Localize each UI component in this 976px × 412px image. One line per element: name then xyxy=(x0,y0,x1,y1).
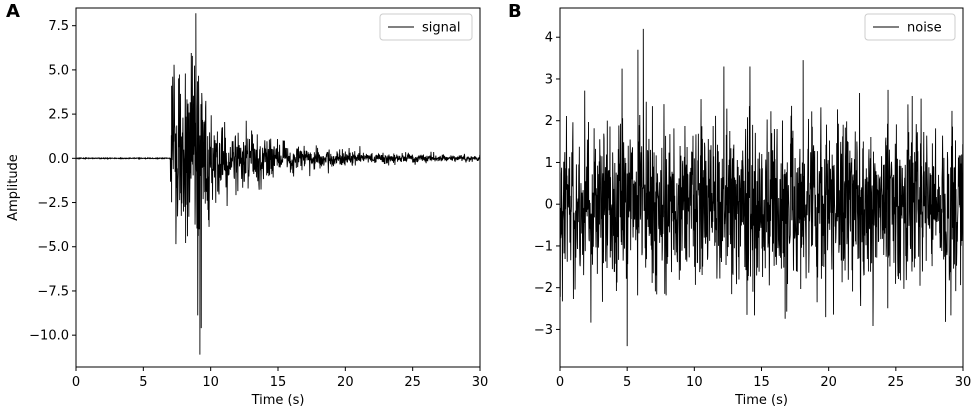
x-tick-label: 30 xyxy=(472,375,489,390)
x-tick-label: 0 xyxy=(72,375,80,390)
x-tick-label: 20 xyxy=(337,375,354,390)
plot-frame xyxy=(75,7,481,368)
y-tick-label: −10.0 xyxy=(29,329,69,344)
panel-letter: B xyxy=(508,1,522,22)
legend-box xyxy=(379,13,473,41)
y-tick-label: 3 xyxy=(545,72,553,87)
x-axis-label: Time (s) xyxy=(251,393,305,408)
y-tick-label: 5.0 xyxy=(48,63,69,78)
y-tick-label: −2.5 xyxy=(37,196,69,211)
series-line-noise xyxy=(560,28,963,347)
x-tick-label: 5 xyxy=(623,375,631,390)
x-tick-label: 20 xyxy=(820,375,837,390)
x-tick-label: 15 xyxy=(270,375,287,390)
legend-box xyxy=(864,13,956,41)
x-axis-label: Time (s) xyxy=(734,393,788,408)
y-tick-label: 0 xyxy=(545,198,553,213)
x-tick-label: 25 xyxy=(888,375,905,390)
x-tick-label: 30 xyxy=(955,375,972,390)
series-line-signal xyxy=(76,13,480,355)
y-tick-label: −7.5 xyxy=(37,284,69,299)
y-tick-label: 2 xyxy=(545,114,553,129)
legend-label: noise xyxy=(907,21,942,36)
y-tick-label: 2.5 xyxy=(48,108,69,123)
x-tick-label: 10 xyxy=(202,375,219,390)
y-tick-label: −5.0 xyxy=(37,240,69,255)
x-tick-label: 15 xyxy=(753,375,770,390)
y-tick-label: −1 xyxy=(534,239,553,254)
x-tick-label: 25 xyxy=(404,375,421,390)
panel-letter: A xyxy=(6,1,20,22)
y-tick-label: 0.0 xyxy=(48,152,69,167)
legend: signal xyxy=(379,13,473,41)
x-tick-label: 5 xyxy=(139,375,147,390)
legend-label: signal xyxy=(422,21,460,36)
x-tick-label: 0 xyxy=(556,375,564,390)
y-tick-label: 4 xyxy=(545,31,553,46)
x-tick-label: 10 xyxy=(686,375,703,390)
legend: noise xyxy=(864,13,956,41)
chart-panel-a: A 0 5 10 15 20 25 30 7.5 5.0 2.5 0.0 −2.5 −5.0 −7.5 −10… xyxy=(6,1,488,408)
y-tick-label: −2 xyxy=(534,281,553,296)
y-tick-label: −3 xyxy=(534,323,553,338)
y-tick-label: 7.5 xyxy=(48,19,69,34)
y-axis-label: Amplitude xyxy=(6,154,21,221)
y-tick-label: 1 xyxy=(545,156,553,171)
